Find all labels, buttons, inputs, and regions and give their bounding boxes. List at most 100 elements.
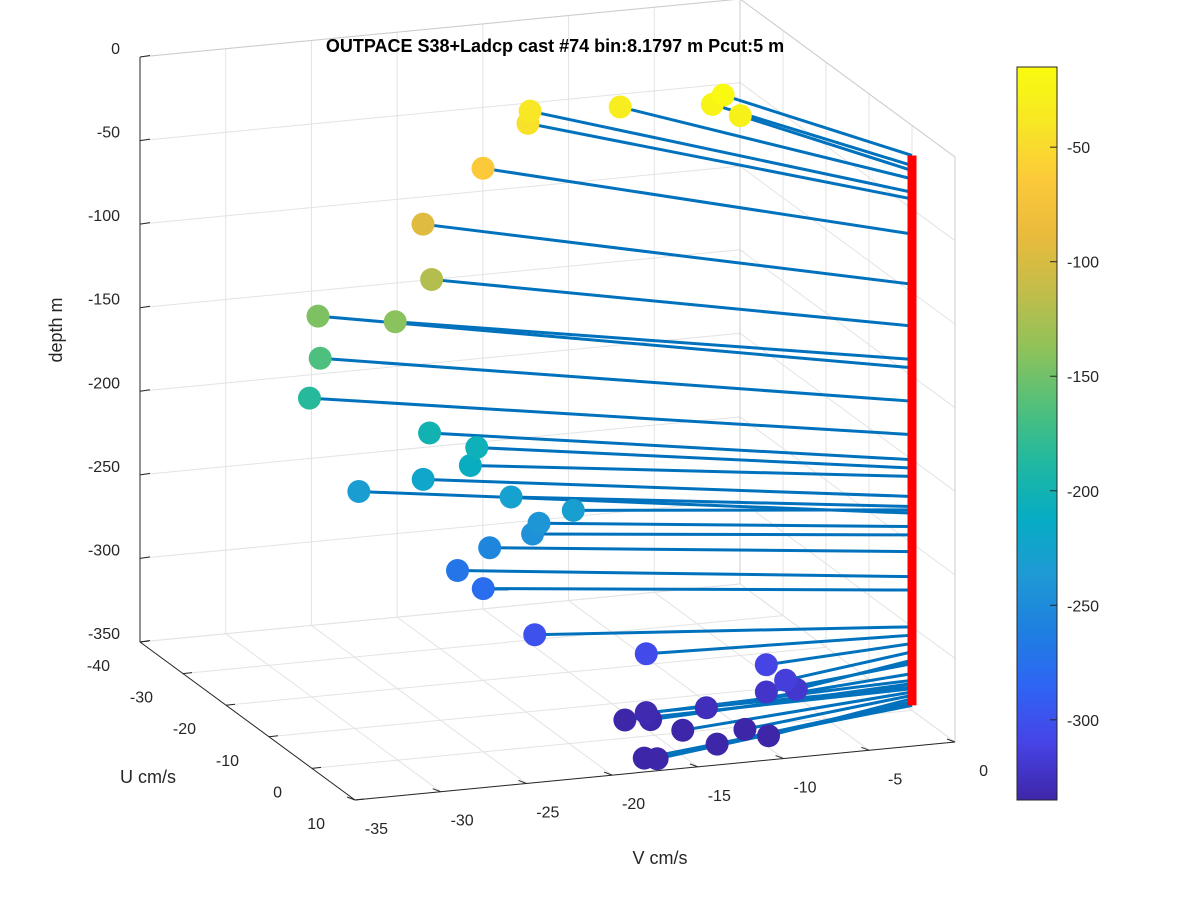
- grid-line: [139, 165, 741, 225]
- grid-line: [139, 583, 741, 643]
- velocity-stick: [423, 477, 913, 498]
- v-axis-label: V cm/s: [632, 848, 687, 868]
- z-tick-mark: [139, 55, 151, 58]
- velocity-point: [471, 577, 495, 601]
- velocity-stick: [722, 93, 913, 157]
- grid-line: [482, 608, 699, 768]
- u-tick-label: -20: [173, 721, 196, 738]
- u-tick-mark: [139, 640, 150, 643]
- z-tick-label: -100: [88, 208, 120, 225]
- v-tick-mark: [689, 763, 699, 768]
- velocity-stick: [646, 685, 913, 715]
- v-tick-mark: [346, 796, 356, 801]
- u-tick-label: 10: [307, 816, 325, 833]
- axes-box: [139, 0, 956, 801]
- velocity-point: [478, 536, 502, 560]
- colorbar: -50 -100 -150 -200 -250 -300: [1016, 66, 1099, 801]
- velocity-point: [754, 680, 778, 704]
- velocity-point: [634, 701, 658, 725]
- grid-line: [139, 416, 741, 476]
- v-tick-label: 0: [979, 763, 988, 780]
- velocity-stick: [317, 314, 913, 370]
- velocity-point: [705, 732, 729, 756]
- z-tick-mark: [139, 305, 151, 309]
- velocity-stick: [470, 463, 913, 478]
- velocity-point: [671, 718, 695, 742]
- chart-title: OUTPACE S38+Ladcp cast #74 bin:8.1797 m …: [326, 36, 784, 56]
- colorbar-bar: [1016, 66, 1058, 801]
- grid-line: [739, 249, 956, 409]
- colorbar-tick-label: -150: [1067, 369, 1099, 386]
- velocity-point: [383, 310, 407, 334]
- u-tick-mark: [354, 798, 365, 801]
- grid-line: [225, 646, 827, 706]
- velocity-point: [446, 559, 470, 583]
- velocity-stick: [532, 532, 913, 537]
- z-tick-mark: [139, 556, 151, 559]
- velocity-point: [645, 747, 669, 771]
- grid-line: [739, 332, 956, 492]
- u-tick-mark: [268, 735, 279, 738]
- u-tick-label: -10: [216, 753, 239, 770]
- z-axis-ticks: 0 -50 -100 -150 -200 -250 -300 -350: [88, 41, 151, 643]
- velocity-stick: [309, 396, 913, 437]
- velocity-point: [347, 480, 371, 504]
- velocity-stick: [476, 446, 913, 470]
- velocity-point: [757, 724, 781, 748]
- z-tick-mark: [139, 138, 151, 142]
- v-axis-ticks: -35 -30 -25 -20 -15 -10 -5 0: [346, 738, 988, 838]
- v-tick-mark: [946, 738, 956, 743]
- velocity-stick: [739, 114, 913, 172]
- velocity-stick: [395, 320, 913, 361]
- u-tick-label: -40: [87, 658, 110, 675]
- z-axis-label: depth m: [46, 297, 66, 362]
- velocity-point: [411, 212, 435, 236]
- grid-line: [311, 709, 913, 769]
- velocity-point: [561, 498, 585, 522]
- velocity-stick: [482, 166, 913, 236]
- velocity-point: [471, 156, 495, 180]
- v-tick-mark: [518, 779, 527, 784]
- z-tick-label: -250: [88, 459, 120, 476]
- velocity-point: [297, 386, 321, 410]
- grid-line: [311, 625, 527, 784]
- velocity-point: [711, 83, 735, 107]
- grid-line: [225, 633, 442, 793]
- z-tick-label: -200: [88, 375, 120, 392]
- velocity-point: [308, 346, 332, 370]
- velocity-stick: [624, 687, 913, 722]
- z-tick-label: -300: [88, 542, 120, 559]
- u-tick-label: 0: [273, 784, 282, 801]
- v-axis-line: [354, 741, 956, 801]
- velocity-point: [608, 95, 632, 119]
- velocity-point: [523, 623, 547, 647]
- velocity-stick: [744, 693, 913, 731]
- velocity-stick: [431, 277, 913, 328]
- z-tick-mark: [139, 222, 151, 225]
- v-tick-mark: [432, 788, 441, 793]
- z-tick-label: -50: [97, 125, 120, 142]
- u-tick-mark: [311, 766, 322, 769]
- velocity-points: [297, 83, 808, 771]
- v-tick-label: -10: [793, 780, 816, 797]
- velocity-point: [518, 99, 542, 123]
- velocity-stick: [429, 431, 913, 462]
- v-tick-label: -5: [888, 771, 902, 788]
- velocity-stick: [457, 569, 913, 579]
- velocity-point: [458, 453, 482, 477]
- velocity-stick: [320, 356, 913, 403]
- velocity-point: [499, 485, 523, 509]
- velocity-point: [306, 304, 330, 328]
- velocity-point: [728, 104, 752, 128]
- velocity-stick: [785, 650, 913, 682]
- colorbar-tick-label: -200: [1067, 484, 1099, 501]
- velocity-point: [527, 511, 551, 535]
- v-tick-label: -30: [451, 813, 474, 830]
- v-tick-label: -15: [708, 788, 731, 805]
- velocity-point: [694, 696, 718, 720]
- velocity-stick: [483, 587, 913, 592]
- velocity-stick: [534, 625, 913, 637]
- velocity-point: [465, 436, 489, 460]
- z-tick-mark: [139, 389, 151, 392]
